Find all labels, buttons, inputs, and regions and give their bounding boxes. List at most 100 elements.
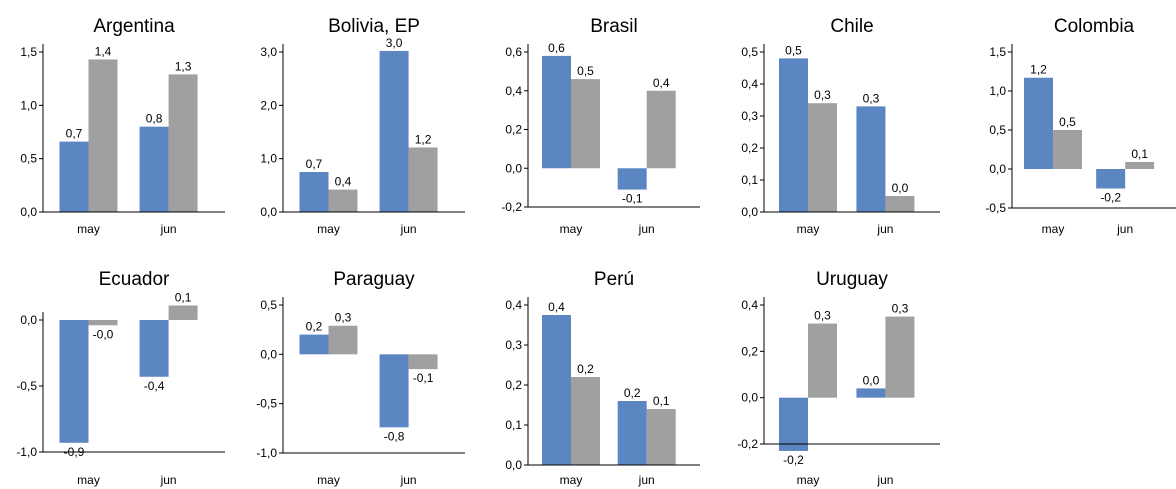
y-tick-label: -1,0 xyxy=(16,445,37,459)
bar xyxy=(885,196,915,212)
y-tick-label: -1,0 xyxy=(256,446,277,460)
data-label: 1,2 xyxy=(415,132,432,146)
data-label: 0,1 xyxy=(653,394,670,408)
chart-title: Chile xyxy=(830,16,873,37)
y-tick-label: 1,5 xyxy=(20,45,37,59)
y-tick-label: 0,2 xyxy=(741,141,758,155)
bar xyxy=(646,90,676,169)
y-tick-label: 0,4 xyxy=(505,298,522,312)
x-tick-label: jun xyxy=(638,222,655,236)
data-label: -0,1 xyxy=(622,192,643,206)
bar xyxy=(1024,77,1053,169)
bar xyxy=(59,320,89,443)
chart-panel: Argentina 0,7 0,8 1,4 1,3 0,0 0,5 1,0 1,5 may jun xyxy=(20,16,225,236)
bar xyxy=(299,334,329,355)
data-label: -0,4 xyxy=(144,379,165,393)
y-tick-label: 0,6 xyxy=(505,45,522,59)
bar xyxy=(59,141,89,212)
y-tick-label: -0,2 xyxy=(737,437,758,451)
data-label: 0,1 xyxy=(175,290,192,304)
data-label: 0,2 xyxy=(306,320,323,334)
data-label: 0,3 xyxy=(892,302,909,316)
y-tick-label: 0,3 xyxy=(505,338,522,352)
data-label: 0,3 xyxy=(863,91,880,105)
bar xyxy=(808,323,837,398)
bar xyxy=(379,50,409,212)
y-tick-label: 0,2 xyxy=(505,123,522,137)
bar xyxy=(617,401,647,465)
y-tick-label: 0,0 xyxy=(505,161,522,175)
bar xyxy=(408,147,438,212)
y-tick-label: 0,0 xyxy=(20,205,37,219)
chart-title: Perú xyxy=(594,269,634,290)
bar xyxy=(779,58,808,213)
y-tick-label: 0,0 xyxy=(260,205,277,219)
chart-panel: Perú 0,4 0,2 0,2 0,1 0,0 0,1 0,2 0,3 0,4 may jun xyxy=(505,269,700,487)
data-label: 0,1 xyxy=(1131,147,1148,161)
data-label: -0,1 xyxy=(413,371,434,385)
data-label: 0,4 xyxy=(548,300,565,314)
y-tick-label: 1,5 xyxy=(989,45,1006,59)
chart-panel: Brasil 0,6 -0,1 0,5 0,4 -0,2 0,0 0,2 0,4 0,6 may ju… xyxy=(501,16,700,236)
y-tick-label: -0,2 xyxy=(501,200,522,214)
data-label: 0,3 xyxy=(814,309,831,323)
chart-panel: Colombia 1,2 -0,2 0,5 0,1 -0,5 0,0 0,5 1,0 1,5 may… xyxy=(985,16,1176,236)
chart-title: Uruguay xyxy=(816,269,888,290)
x-tick-label: jun xyxy=(160,222,177,236)
x-tick-label: jun xyxy=(876,222,893,236)
data-label: 0,3 xyxy=(335,311,352,325)
data-label: 0,7 xyxy=(66,127,83,141)
chart-panel: Paraguay 0,2 -0,8 0,3 -0,1 -1,0 -0,5 0,0 0,5 may j… xyxy=(256,269,465,487)
y-tick-label: -0,5 xyxy=(16,379,37,393)
y-tick-label: 0,5 xyxy=(989,123,1006,137)
data-label: 0,5 xyxy=(577,64,594,78)
y-tick-label: 0,0 xyxy=(741,391,758,405)
chart-panel: Chile 0,5 0,3 0,3 0,0 0,0 0,1 0,2 0,3 0,4 0,5 may ju… xyxy=(741,16,940,236)
x-tick-label: may xyxy=(797,473,820,487)
bar xyxy=(408,354,438,370)
bar xyxy=(299,172,329,212)
data-label: -0,2 xyxy=(1100,191,1121,205)
chart-panel: Bolivia, EP 0,7 3,0 0,4 1,2 0,0 1,0 2,0 3,0 may ju… xyxy=(260,16,465,236)
chart-title: Argentina xyxy=(93,16,175,37)
bar xyxy=(646,409,676,465)
chart-panel: Uruguay -0,2 0,0 0,3 0,3 -0,2 0,0 0,2 0,4 may jun xyxy=(737,269,940,487)
bar xyxy=(1125,161,1155,169)
bar xyxy=(168,305,198,320)
bar xyxy=(885,316,915,398)
bar xyxy=(856,388,886,398)
x-tick-label: may xyxy=(560,473,583,487)
bar xyxy=(542,55,571,169)
chart-title: Ecuador xyxy=(99,269,170,290)
y-tick-label: 0,5 xyxy=(260,298,277,312)
data-label: 0,2 xyxy=(624,386,641,400)
y-tick-label: 1,0 xyxy=(20,98,37,112)
data-label: 0,4 xyxy=(653,76,670,90)
x-tick-label: jun xyxy=(400,473,417,487)
data-label: 1,2 xyxy=(1030,63,1047,77)
x-tick-label: may xyxy=(560,222,583,236)
data-label: 0,2 xyxy=(577,362,594,376)
bar xyxy=(1053,130,1082,169)
data-label: 0,6 xyxy=(548,41,565,55)
data-label: 3,0 xyxy=(386,36,403,50)
chart-title: Colombia xyxy=(1054,16,1135,37)
x-tick-label: may xyxy=(797,222,820,236)
y-tick-label: 1,0 xyxy=(260,152,277,166)
y-tick-label: 0,4 xyxy=(741,77,758,91)
y-tick-label: 0,4 xyxy=(741,298,758,312)
bar xyxy=(139,320,169,377)
y-tick-label: 0,0 xyxy=(989,162,1006,176)
x-tick-label: may xyxy=(317,473,340,487)
y-tick-label: 0,3 xyxy=(741,109,758,123)
y-tick-label: -0,5 xyxy=(256,397,277,411)
bar xyxy=(856,106,886,212)
bar xyxy=(328,189,358,212)
y-tick-label: 0,2 xyxy=(741,344,758,358)
data-label: 1,4 xyxy=(95,44,112,58)
y-tick-label: 0,5 xyxy=(741,45,758,59)
data-label: 0,5 xyxy=(785,43,802,57)
x-tick-label: may xyxy=(317,222,340,236)
y-tick-label: 0,1 xyxy=(505,418,522,432)
